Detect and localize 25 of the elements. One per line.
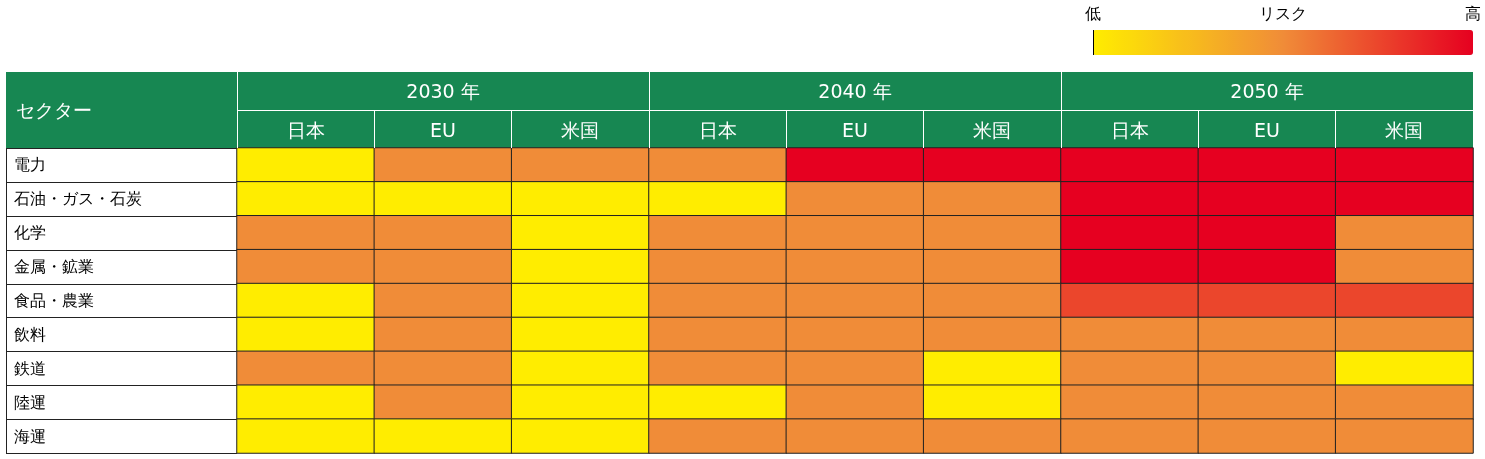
x-tick-label: 日本: [698, 118, 737, 141]
y-tick-label: 石油・ガス・石炭: [14, 189, 142, 209]
x-tick-label: EU: [1254, 118, 1280, 141]
text: 2040 年: [817, 79, 893, 104]
y-tick-label: 電力: [14, 155, 46, 175]
y-tick-label: 食品・農業: [14, 291, 94, 310]
x-tick-label: 米国: [1385, 118, 1424, 141]
x-tick-label: EU: [430, 118, 456, 141]
color-bar-label: 高: [1464, 4, 1482, 25]
y-tick-label: 金属・鉱業: [14, 257, 94, 277]
x-tick-label: 米国: [973, 118, 1012, 141]
x-tick-label: 米国: [561, 118, 600, 141]
x-tick-label: 日本: [286, 118, 325, 141]
color-bar-title: リスク: [1258, 4, 1308, 25]
y-tick-label: 飲料: [14, 324, 46, 344]
color-bar-label: 低: [1084, 4, 1102, 25]
text: 2030 年: [405, 79, 481, 104]
x-tick-label: EU: [842, 118, 868, 141]
x-tick-label: 日本: [1110, 118, 1149, 141]
y-tick-label: 陸運: [14, 392, 46, 412]
y-tick-label: 化学: [14, 223, 46, 243]
y-tick-label: 鉄道: [14, 358, 46, 378]
y-tick-label: 海運: [14, 426, 46, 446]
text: 2050 年: [1229, 79, 1305, 104]
y-axis-title: セクター: [16, 98, 92, 123]
